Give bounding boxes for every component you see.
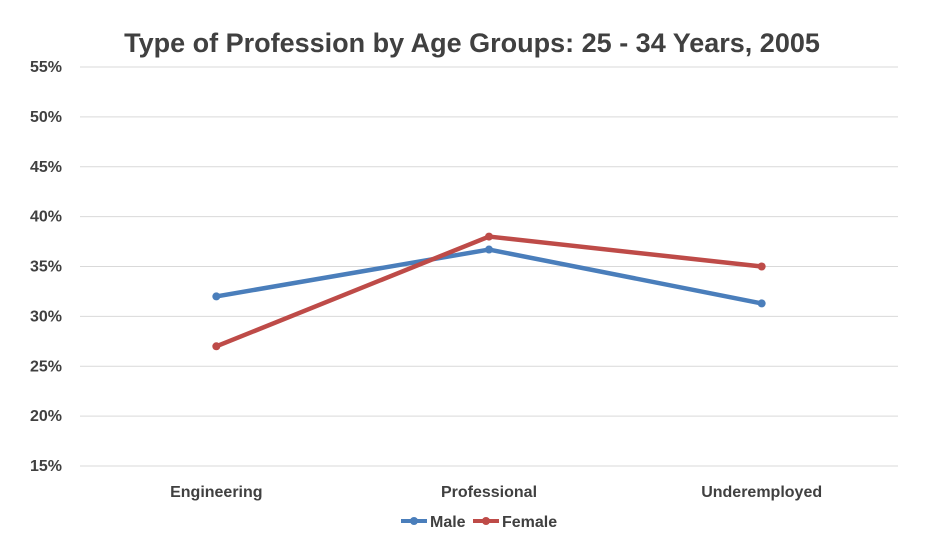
y-axis-tick-labels: 15% 20% 25% 30% 35% 40% 45% 50% 55% xyxy=(30,59,62,475)
x-tick-label: Engineering xyxy=(170,484,262,501)
y-tick-label: 35% xyxy=(30,259,62,276)
legend: Male Female xyxy=(401,514,557,531)
chart-title: Type of Profession by Age Groups: 25 - 3… xyxy=(124,28,820,58)
x-axis-tick-labels: Engineering Professional Underemployed xyxy=(170,484,822,501)
male-legend-label: Male xyxy=(430,514,466,531)
y-tick-label: 20% xyxy=(30,408,62,425)
y-tick-label: 25% xyxy=(30,358,62,375)
female-legend-label: Female xyxy=(502,514,557,531)
x-tick-label: Professional xyxy=(441,484,537,501)
x-tick-label: Underemployed xyxy=(701,484,822,501)
female-data-point xyxy=(485,232,493,241)
y-tick-label: 50% xyxy=(30,109,62,126)
male-data-point xyxy=(757,299,766,308)
female-legend-swatch-marker xyxy=(482,517,490,525)
male-data-point xyxy=(212,292,221,301)
y-tick-label: 30% xyxy=(30,308,62,325)
female-data-point xyxy=(757,262,766,271)
y-tick-label: 40% xyxy=(30,209,62,226)
y-tick-label: 15% xyxy=(30,458,62,475)
y-tick-label: 45% xyxy=(30,159,62,176)
female-data-point xyxy=(212,342,221,351)
male-data-point xyxy=(485,245,493,254)
series-group xyxy=(212,232,766,351)
gridlines xyxy=(80,66,898,467)
male-legend-swatch-marker xyxy=(410,517,418,525)
y-tick-label: 55% xyxy=(30,59,62,76)
